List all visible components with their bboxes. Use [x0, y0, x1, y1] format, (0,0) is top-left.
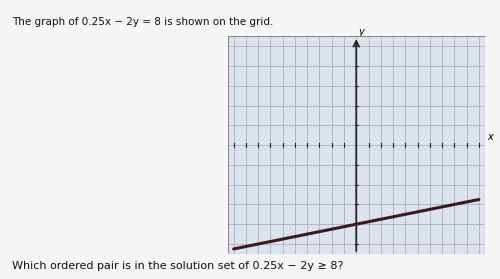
Text: The graph of 0.25x − 2y = 8 is shown on the grid.: The graph of 0.25x − 2y = 8 is shown on …: [12, 17, 274, 27]
Text: x: x: [487, 132, 492, 142]
Text: Which ordered pair is in the solution set of 0.25x − 2y ≥ 8?: Which ordered pair is in the solution se…: [12, 261, 344, 271]
Text: y: y: [358, 27, 364, 37]
